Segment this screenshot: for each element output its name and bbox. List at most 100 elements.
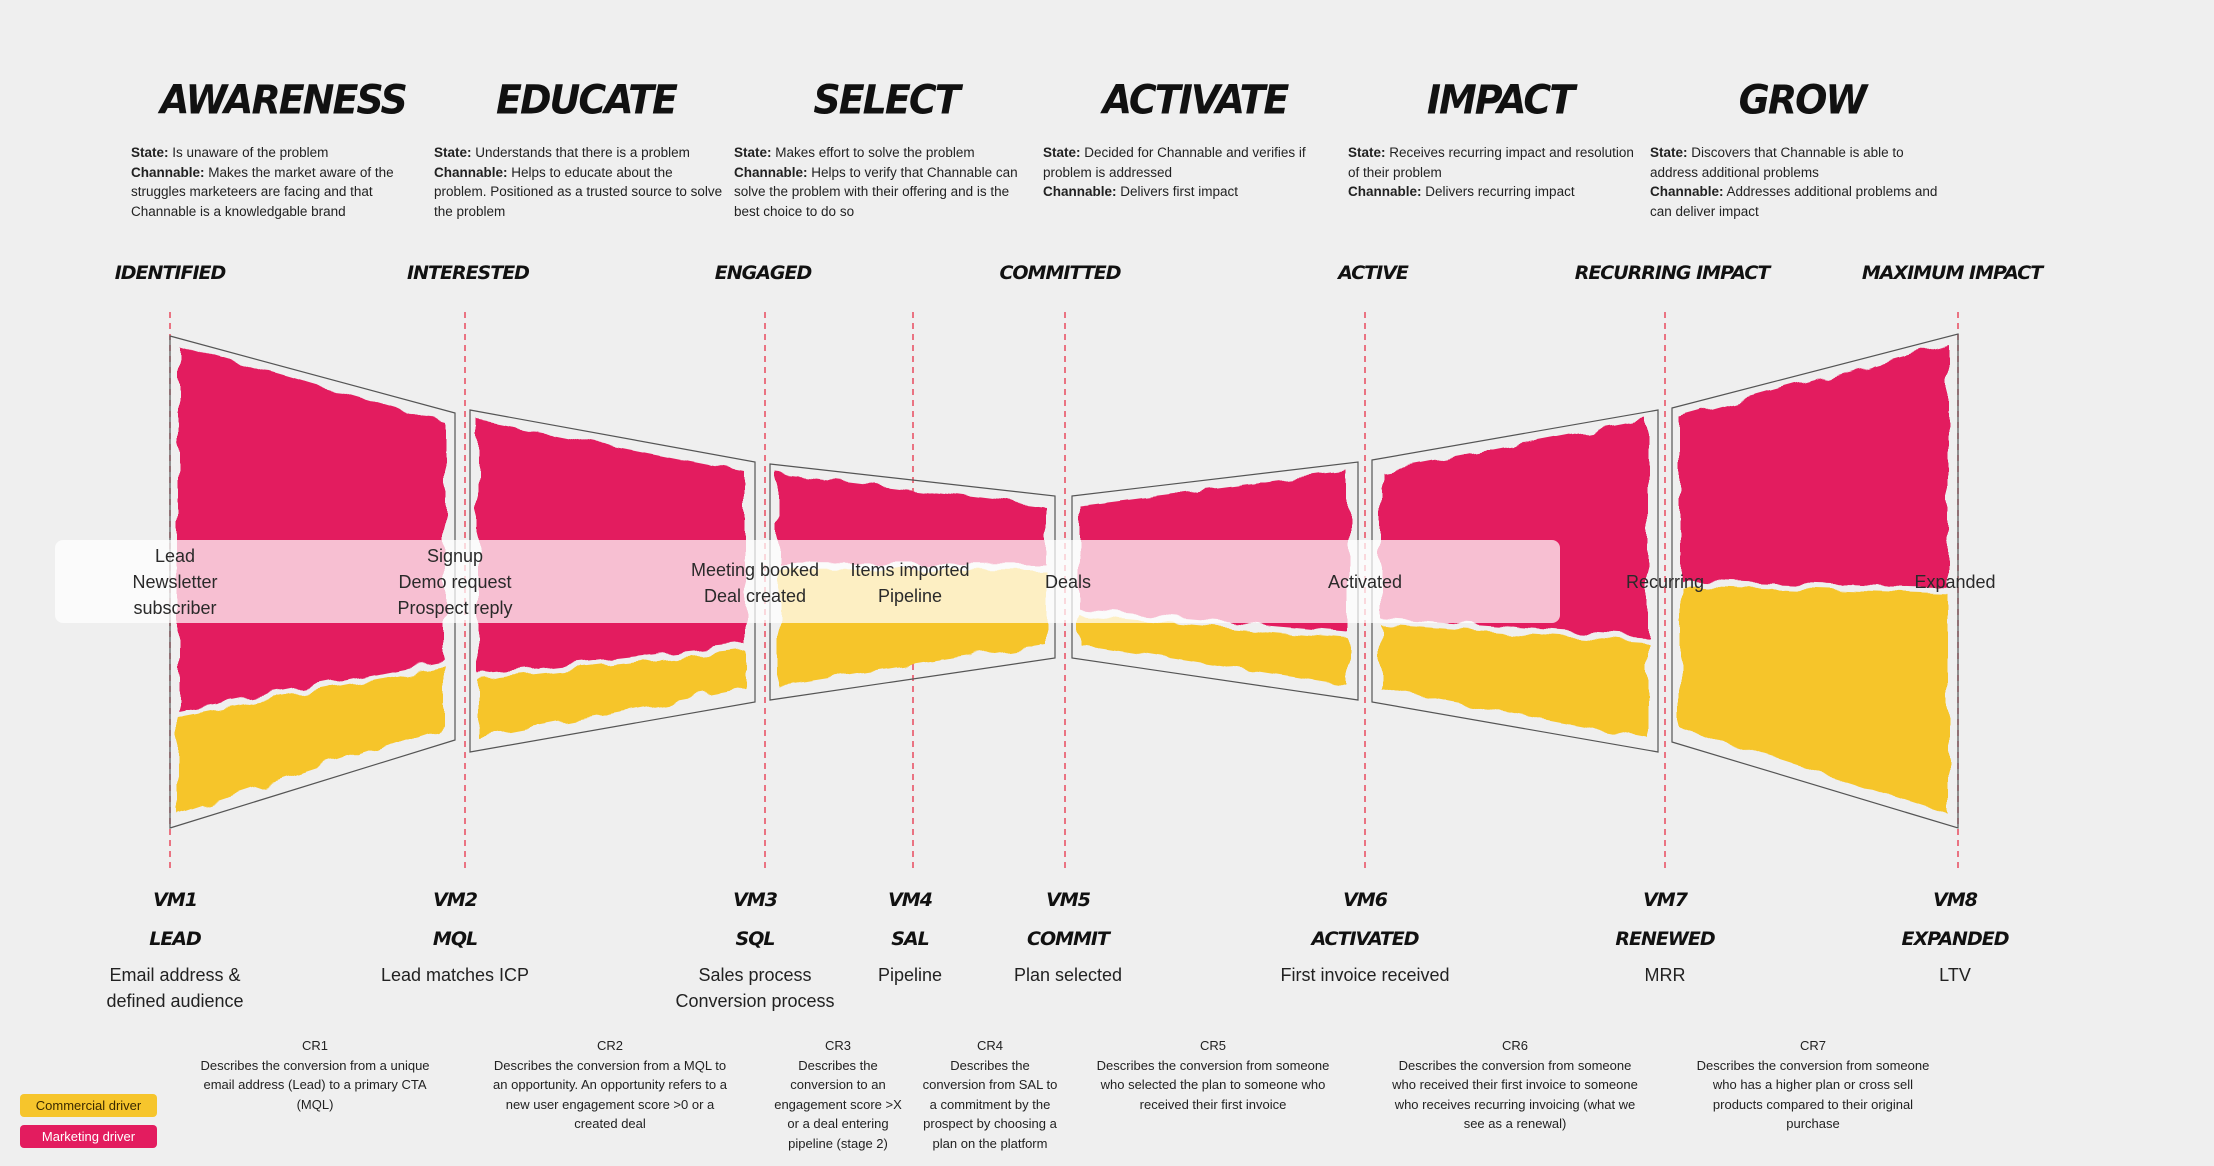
band-label: Activated [1327,572,1403,592]
band-label: Lead [154,546,196,566]
value-moment-description-line: Email address & [109,965,241,985]
conversion-rate-code: CR2 [596,1038,623,1053]
state-label: State: [734,145,772,160]
commercial-scribble [1680,585,1948,814]
commercial-scribble [1380,624,1648,738]
conversion-rate-description-line: Describes the conversion from a MQL to [493,1057,727,1073]
value-moment-name: SAL [891,928,930,950]
conversion-rate-description-line: (MQL) [296,1096,334,1112]
conversion-rate-description-line: who receives recurring invoicing (what w… [1394,1096,1636,1112]
value-moment-code: VM6 [1343,889,1388,911]
conversion-rate-description-line: Describes the conversion from someone [1398,1057,1632,1073]
band-label: Meeting booked [690,560,820,580]
milestone-interested: INTERESTED [407,262,530,284]
funnel-panel-outline [169,335,456,829]
value-moment-band [55,540,1560,623]
band-label: Expanded [1914,572,1996,592]
stage-description: State: Decided for Channable and verifie… [1043,143,1333,202]
channable-label: Channable: [1650,184,1724,199]
conversion-rate-code: CR4 [976,1038,1003,1053]
value-moment-description: LTV [1825,962,2085,988]
commercial-driver-legend: Commercial driver [20,1094,157,1117]
band-label: subscriber [133,598,217,618]
value-moment-code: VM3 [733,889,778,911]
conversion-rate-description-line: email address (Lead) to a primary CTA [203,1077,427,1092]
conversion-rate-description-line: prospect by choosing a [923,1116,1057,1131]
conversion-rate-code: CR5 [1199,1038,1226,1053]
channable-text: Delivers recurring impact [1425,184,1575,199]
milestone-maximum-impact: MAXIMUM IMPACT [1861,262,2043,284]
value-moment-description-line: defined audience [106,991,244,1011]
value-moment-description: Email address & defined audience [45,962,305,1014]
value-moment-name: MQL [432,928,478,950]
conversion-rate-cr7: CR7 Describes the conversion from someone… [1663,1036,1963,1134]
value-moment-description-line: Lead matches ICP [380,965,530,985]
band-label: Prospect reply [397,598,513,618]
conversion-rate-cr1: CR1 Describes the conversion from a uniqu… [165,1036,465,1114]
conversion-rate-description-line: see as a renewal) [1463,1116,1567,1131]
conversion-rate-description-line: created deal [574,1116,646,1131]
band-label: Deals [1044,572,1092,592]
commercial-scribble [1080,615,1348,686]
value-moment-code: VM7 [1643,889,1688,911]
channable-text: Helps to educate about the problem. Posi… [434,164,723,219]
state-label: State: [1043,145,1081,160]
conversion-rate-code: CR3 [824,1038,851,1053]
commercial-scribble [478,650,745,738]
value-moment-description: Pipeline [780,962,1040,988]
milestone-engaged: ENGAGED [714,262,813,284]
conversion-rate-description-line: Describes the conversion from someone [1096,1057,1330,1073]
stage-title-impact: IMPACT [1426,76,1575,124]
conversion-rate-description-line: pipeline (stage 2) [788,1135,888,1151]
channable-label: Channable: [1348,184,1422,199]
value-moment-code: VM2 [433,889,478,911]
conversion-rate-code: CR7 [1799,1038,1826,1053]
state-text: Is unaware of the problem [172,145,329,160]
value-moment-description: Sales process Conversion process [625,962,885,1014]
channable-text: Makes the market aware of the struggles … [131,164,394,219]
channable-text: Helps to verify that Channable can solve… [734,164,1018,219]
conversion-rate-description-line: engagement score >X [774,1096,902,1112]
value-moment-name: COMMIT [1027,928,1110,950]
commercial-scribble [178,665,445,814]
conversion-rate-cr6: CR6 Describes the conversion from someone… [1365,1036,1665,1134]
conversion-rate-description-line: an opportunity. An opportunity refers to… [493,1077,727,1092]
milestone-committed: COMMITTED [999,262,1121,284]
value-moment-name: SQL [735,928,776,950]
channable-label: Channable: [131,164,205,180]
conversion-rate-description-line: plan on the platform [932,1135,1048,1151]
conversion-rate-cr2: CR2 Describes the conversion from a MQL t… [460,1036,760,1134]
state-text: Decided for Channable and verifies if pr… [1043,145,1306,180]
stage-description: State: Is unaware of the problem Channabl… [131,143,421,221]
conversion-rate-description-line: who has a higher plan or cross sell [1712,1077,1914,1092]
band-label: Signup [426,546,484,566]
conversion-rate-description-line: Describes the conversion from someone [1696,1057,1930,1073]
conversion-rate-description-line: purchase [1786,1116,1840,1131]
conversion-rate-cr4: CR4 Describes the conversion from SAL to a … [910,1036,1070,1153]
value-moment-description: First invoice received [1235,962,1495,988]
state-label: State: [131,145,169,160]
value-moment-description: MRR [1535,962,1795,988]
value-moment-description-line: First invoice received [1280,965,1450,985]
value-moment-description-line: MRR [1644,965,1686,985]
value-moment-description-line: Pipeline [877,965,943,985]
state-text: Receives recurring impact and resolution… [1348,145,1634,180]
conversion-rate-description-line: Describes the [798,1057,878,1073]
value-moment-code: VM5 [1046,889,1091,911]
value-moment-description: Lead matches ICP [325,962,585,988]
band-label: Items imported [850,560,970,580]
value-moment-description-line: Sales process [698,965,812,985]
conversion-rate-cr5: CR5 Describes the conversion from someone… [1063,1036,1363,1114]
conversion-rate-description-line: new user engagement score >0 or a [505,1096,715,1112]
conversion-rate-description-line: who received their first invoice to some… [1392,1077,1638,1092]
conversion-rate-description-line: received their first invoice [1139,1096,1287,1112]
marketing-scribble [1680,344,1948,589]
stage-description: State: Receives recurring impact and res… [1348,143,1638,202]
channable-label: Channable: [1043,184,1117,199]
stage-description: State: Understands that there is a probl… [434,143,724,221]
value-moment-description-line: Plan selected [1013,965,1123,985]
band-label: Demo request [398,572,512,592]
conversion-rate-description-line: who selected the plan to someone who [1100,1077,1326,1092]
conversion-rate-description-line: conversion from SAL to [922,1077,1058,1092]
milestone-recurring-impact: RECURRING IMPACT [1574,262,1771,284]
